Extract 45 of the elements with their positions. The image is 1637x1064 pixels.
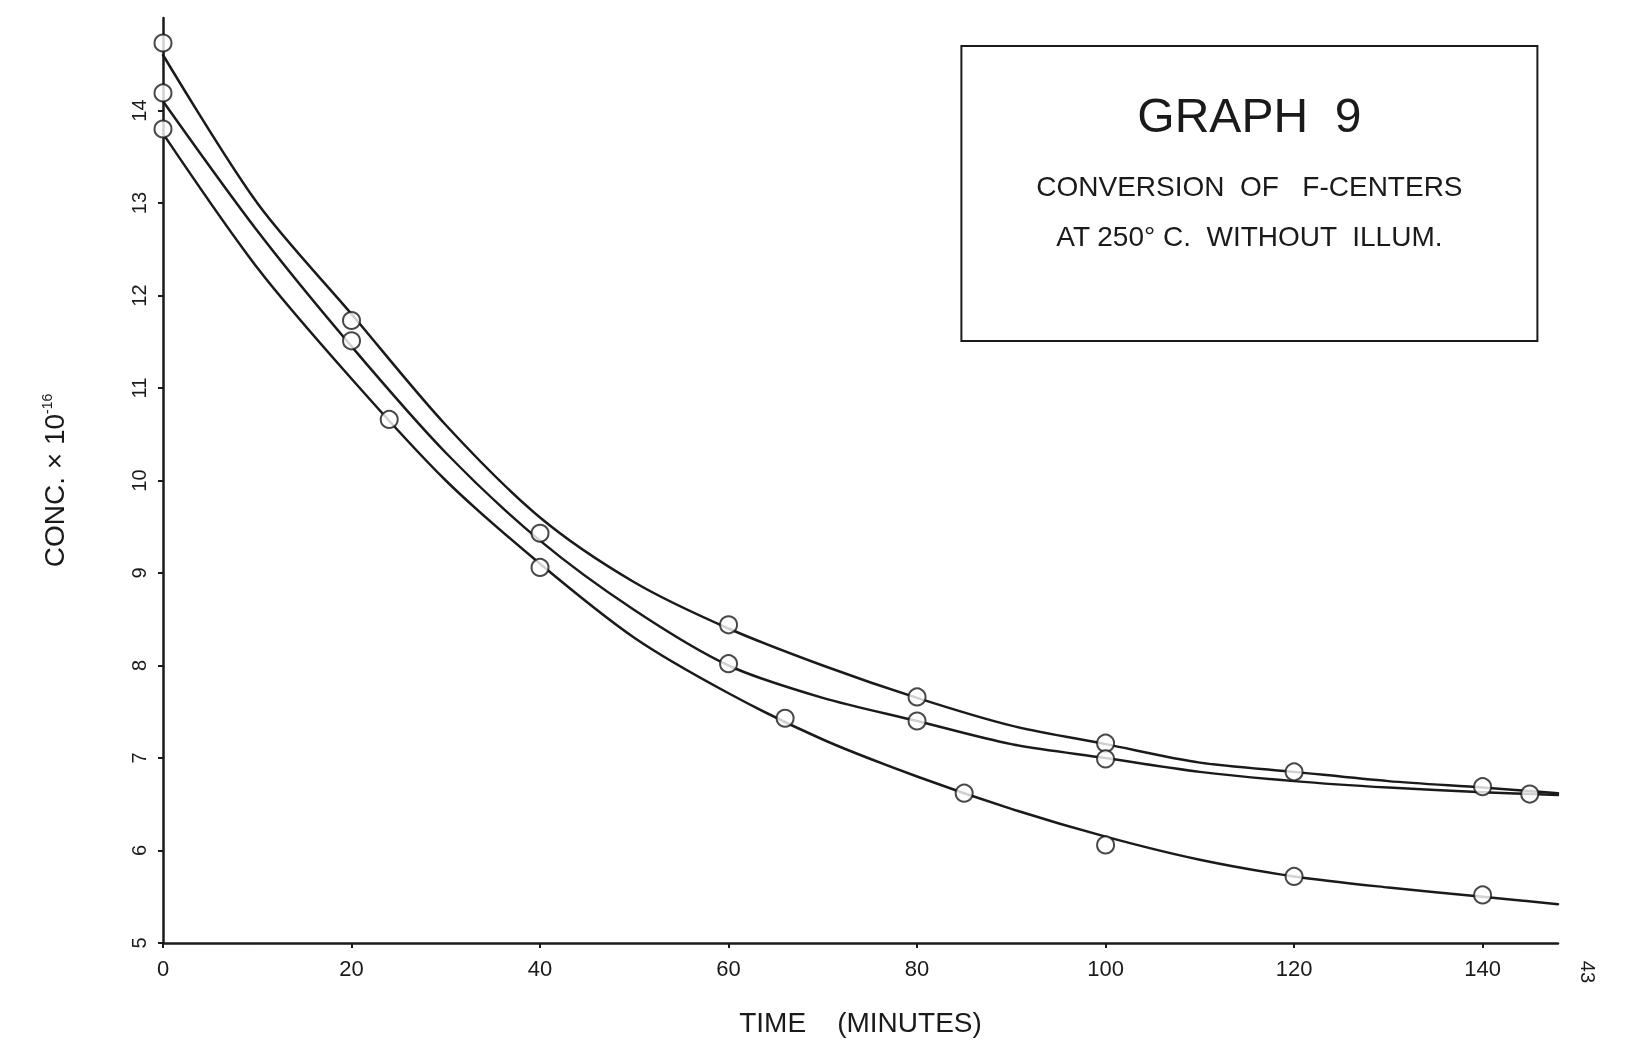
y-tick-label: 7 <box>128 752 150 764</box>
point <box>1284 762 1304 782</box>
text: GRAPH 9 <box>1137 88 1362 142</box>
y-tick-label: 11 <box>128 377 150 399</box>
point <box>153 33 173 53</box>
y-tick-label: 12 <box>128 284 150 307</box>
x-axis-title: TIME (MINUTES) <box>739 1006 982 1038</box>
y-tick-label: 9 <box>128 567 150 579</box>
point <box>1520 784 1540 804</box>
point <box>719 615 739 635</box>
point <box>775 708 795 728</box>
x-tick-label: 80 <box>904 955 930 981</box>
text: CONVERSION OF F-CENTERS AT 250° C. WITHOUT ILLUM. <box>1036 170 1463 252</box>
point <box>1096 835 1116 855</box>
point <box>342 331 362 351</box>
point <box>907 687 927 707</box>
point <box>1096 749 1116 769</box>
x-tick-label: 60 <box>716 955 741 981</box>
point <box>1473 885 1493 905</box>
point <box>530 523 550 543</box>
y-axis-title: CONC. × 10-16 <box>38 393 70 568</box>
text: 43 <box>1577 960 1599 983</box>
point <box>954 783 974 803</box>
y-tick-label: 10 <box>128 469 150 492</box>
x-tick-label: 40 <box>527 955 553 981</box>
point <box>719 654 739 674</box>
point <box>1096 733 1116 753</box>
point <box>1473 777 1493 797</box>
x-tick-label: 120 <box>1275 955 1313 981</box>
point <box>153 119 173 139</box>
y-tick-label: 13 <box>128 191 150 215</box>
y-tick-label: 14 <box>128 99 150 122</box>
point <box>153 83 173 103</box>
point <box>342 310 362 330</box>
x-tick-label: 140 <box>1464 955 1501 981</box>
point <box>1284 866 1304 886</box>
y-tick-label: 5 <box>128 937 150 949</box>
point <box>530 557 550 577</box>
x-tick-label: 20 <box>339 955 364 981</box>
y-tick-label: 6 <box>128 844 150 857</box>
x-tick-label: 100 <box>1087 955 1124 981</box>
point <box>907 711 927 731</box>
point <box>379 409 399 429</box>
y-tick-label: 8 <box>128 659 150 672</box>
x-tick-label: 0 <box>156 955 170 981</box>
